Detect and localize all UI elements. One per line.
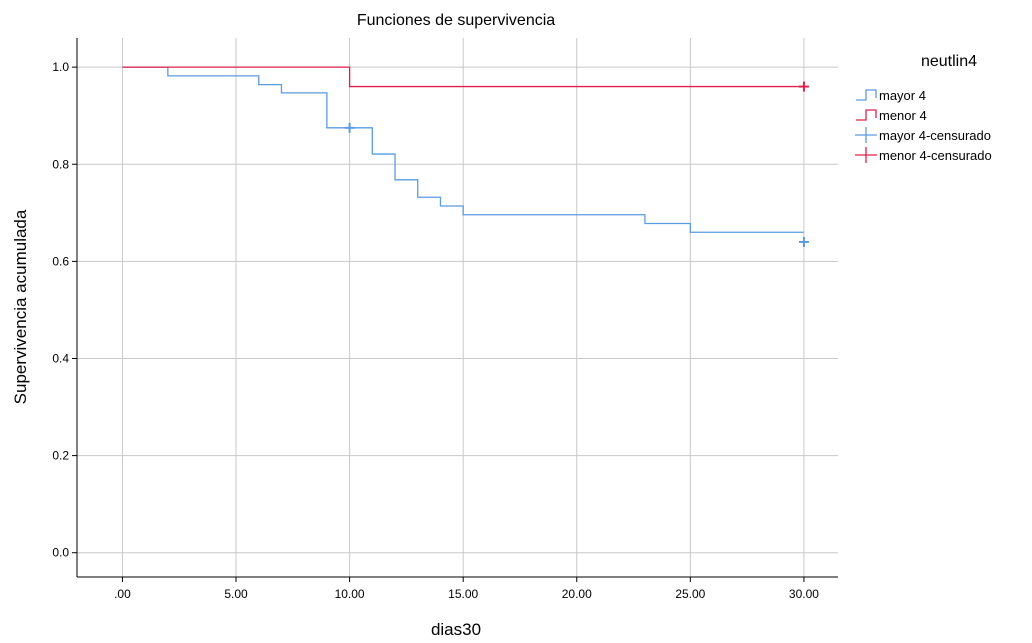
censor-mark-mayor-4 <box>344 122 355 133</box>
y-tick-label: 0.4 <box>52 351 69 365</box>
y-tick-label: 0.2 <box>52 449 69 463</box>
y-axis-label: Supervivencia acumulada <box>11 209 30 404</box>
x-tick-label: .00 <box>114 587 131 601</box>
y-tick-label: 0.0 <box>52 546 69 560</box>
x-tick-label: 25.00 <box>675 587 705 601</box>
x-tick-label: 30.00 <box>789 587 819 601</box>
censor-mark-menor-4 <box>798 81 809 92</box>
x-axis-label: dias30 <box>431 620 481 639</box>
censor-mark-mayor-4 <box>798 236 809 247</box>
legend-label: menor 4 <box>879 108 927 123</box>
survival-step-line-mayor-4 <box>122 66 804 233</box>
x-tick-label: 20.00 <box>562 587 592 601</box>
plot-area: .00 5.00 10.00 15.00 20.00 25.00 30.00 0.0 0.2 0.… <box>52 38 838 601</box>
legend-swatch-step <box>856 89 877 101</box>
legend-title: neutlin4 <box>921 53 977 70</box>
legend-swatch-step <box>856 109 877 121</box>
legend-entry: menor 4-censurado <box>855 147 992 163</box>
legend-entry: mayor 4 <box>856 88 926 103</box>
legend-label: mayor 4 <box>879 88 926 103</box>
legend-entry: menor 4 <box>856 108 927 123</box>
chart-title: Funciones de supervivencia <box>357 12 555 29</box>
legend-label: menor 4-censurado <box>879 148 992 163</box>
x-tick-label: 5.00 <box>224 587 248 601</box>
x-tick-label: 10.00 <box>335 587 365 601</box>
survival-step-line-menor-4 <box>122 66 804 88</box>
y-tick-label: 0.8 <box>52 157 69 171</box>
legend-label: mayor 4-censurado <box>879 128 991 143</box>
legend: neutlin4 mayor 4 menor 4 mayor 4-censurado… <box>855 53 992 163</box>
y-tick-label: 0.6 <box>52 254 69 268</box>
legend-entry: mayor 4-censurado <box>855 127 991 143</box>
y-tick-label: 1.0 <box>52 60 69 74</box>
x-tick-label: 15.00 <box>448 587 478 601</box>
